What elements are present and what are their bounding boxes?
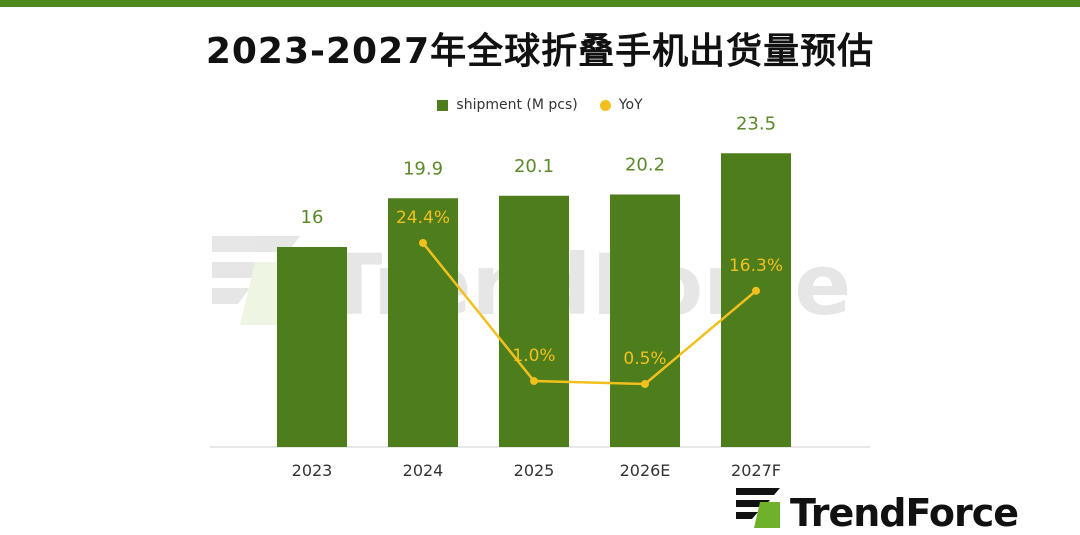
bar-value-label-2025: 20.1: [514, 156, 554, 177]
legend-swatch-bar: [437, 99, 449, 111]
bar-2026E: [610, 194, 680, 447]
yoy-value-label-2025: 1.0%: [512, 346, 555, 366]
bar-2027F: [721, 153, 791, 447]
trendforce-logo: TrendForce: [736, 488, 1019, 535]
legend-label-yoy: YoY: [618, 97, 643, 113]
yoy-point-2027F: [752, 286, 760, 295]
top-accent-bar: [0, 0, 1080, 7]
bar-value-label-2027F: 23.5: [736, 113, 776, 134]
x-tick-label-2027F: 2027F: [731, 461, 781, 480]
yoy-line: [422, 242, 757, 386]
bar-value-label-2023: 16: [301, 207, 324, 228]
yoy-value-label-2026E: 0.5%: [623, 349, 666, 369]
bar-2023: [277, 247, 347, 447]
trendforce-logo-text: TrendForce: [790, 491, 1019, 535]
yoy-point-2025: [530, 377, 538, 386]
legend: shipment (M pcs) YoY: [0, 95, 1080, 115]
x-tick-label-2023: 2023: [292, 461, 333, 480]
legend-item-shipment: shipment (M pcs): [437, 97, 578, 113]
yoy-value-label-2027F: 16.3%: [729, 256, 783, 276]
yoy-point-2024: [419, 239, 427, 247]
legend-item-yoy: YoY: [599, 97, 643, 113]
legend-swatch-dot: [599, 99, 611, 111]
x-tick-label-2024: 2024: [403, 461, 444, 480]
bar-value-label-2026E: 20.2: [625, 155, 665, 176]
bar-2024: [388, 198, 458, 447]
x-tick-label-2025: 2025: [514, 461, 555, 480]
bar-value-label-2024: 19.9: [403, 158, 443, 179]
x-tick-label-2026E: 2026E: [620, 461, 671, 480]
yoy-value-label-2024: 24.4%: [396, 208, 450, 228]
bar-2025: [499, 195, 569, 447]
trendforce-logo-mark: [736, 488, 780, 528]
legend-label-shipment: shipment (M pcs): [456, 97, 578, 113]
chart-title: 2023-2027年全球折叠手机出货量预估: [205, 31, 875, 72]
yoy-point-2026E: [641, 380, 649, 388]
